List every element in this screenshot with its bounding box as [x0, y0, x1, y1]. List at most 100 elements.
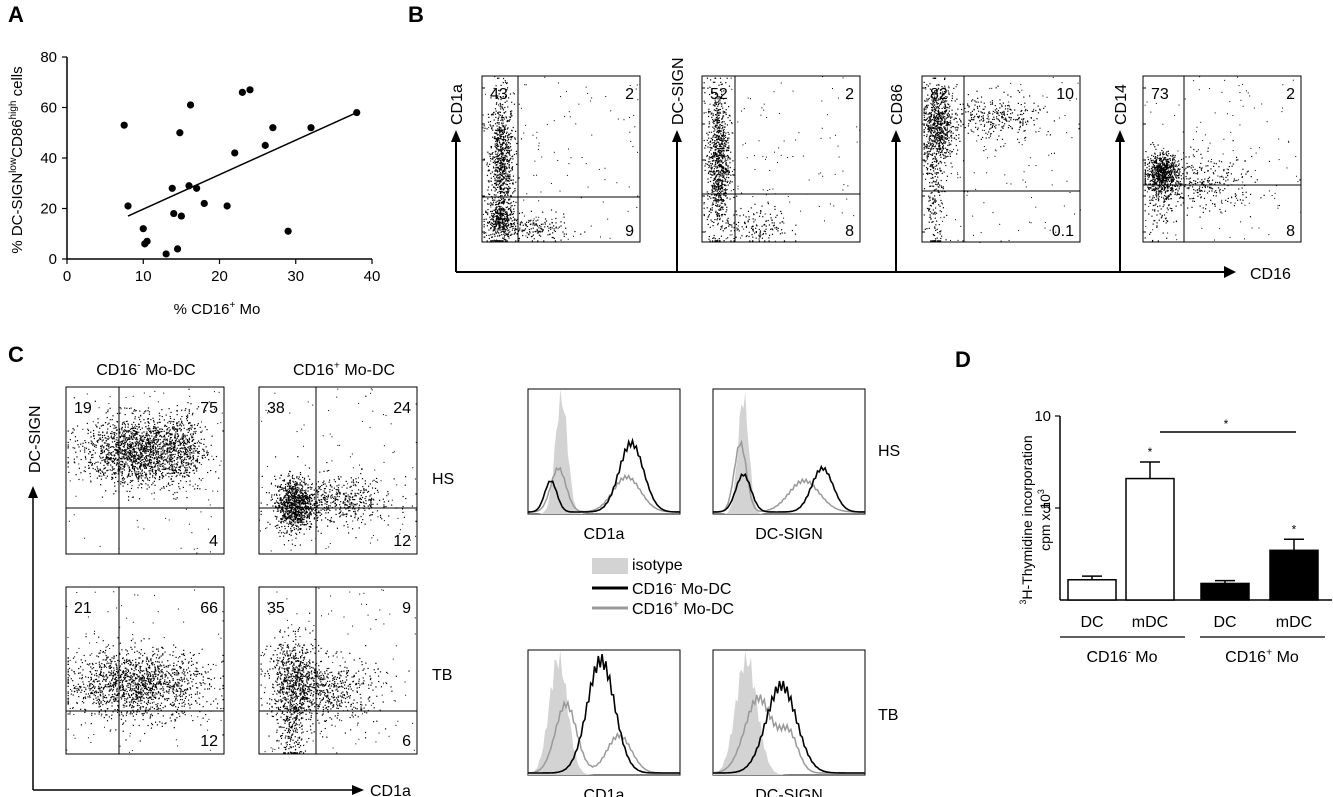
panel-a-x-tick-label: 30: [287, 268, 304, 285]
panel-b-dot-cloud: [922, 76, 1081, 243]
panel-label-b: B: [408, 2, 424, 27]
panel-b-y-axis-label: CD14: [1113, 84, 1130, 125]
panel-a-y-tick-label: 20: [40, 201, 57, 218]
panel-c-dot-cloud: [66, 589, 224, 753]
panel-c-legend-label: isotype: [632, 557, 683, 574]
panel-c-row-label: TB: [432, 667, 452, 684]
panel-c-plot-frame: [258, 386, 418, 555]
panel-a-data-point: [168, 184, 176, 192]
panel-d-comparison-star: *: [1224, 417, 1229, 431]
panel-b-quadrant-value: 82: [930, 86, 948, 103]
panel-c-histogram-isotype: [713, 650, 865, 775]
panel-d-bar-chart: 3H-Thymidine incorporation cpm x 103 5 10…: [1018, 408, 1332, 666]
panel-d-category-label: DC: [1080, 614, 1103, 631]
panel-c-histogram-cd16pos-line: [527, 466, 681, 513]
panel-d-y-tick-label: 10: [1034, 408, 1051, 425]
panel-a-data-point: [284, 227, 292, 235]
panel-b-plot-frame: [481, 75, 641, 243]
panel-c-quadrant-value: 12: [200, 733, 218, 750]
panel-a-y-tick-label: 0: [49, 251, 57, 268]
panel-c-histogram-cd16neg-line: [527, 437, 681, 513]
panel-a-data-point: [200, 199, 208, 208]
panel-a-data-point: [143, 237, 151, 245]
panel-b-quadrant-value: 9: [625, 223, 634, 240]
panel-b-quadrant-value: 2: [625, 86, 634, 103]
panel-c-legend-label: CD16+ Mo-DC: [632, 600, 734, 618]
panel-a-data-point: [269, 124, 277, 132]
panel-b-quadrant-value: 43: [490, 86, 508, 103]
panel-b-quadrant-value: 10: [1056, 86, 1074, 103]
panel-a-data-point: [186, 101, 195, 109]
panel-a-x-axis-label: % CD16+ Mo: [174, 300, 261, 318]
panel-c-quadrant-value: 19: [74, 400, 92, 417]
panel-a-axes: 0 10 20 30 40 0 20 40 60 80: [40, 49, 380, 285]
panel-c-y-axis-arrowhead: [28, 486, 38, 498]
panel-c-row-label: HS: [432, 471, 454, 488]
panel-c-quadrant-value: 38: [267, 400, 285, 417]
panel-b-dot-cloud: [703, 76, 861, 242]
panel-a-x-tick-label: 10: [135, 268, 152, 285]
panel-c-plot-frame: [258, 586, 418, 755]
panel-a-data-point: [223, 202, 231, 210]
panel-c-x-axis-label: CD1a: [370, 783, 411, 797]
panel-a-x-tick-label: 40: [364, 268, 381, 285]
panel-a-x-tick-label: 20: [211, 268, 228, 285]
panel-c-histogram-row-label: TB: [878, 707, 898, 724]
panel-a-data-point: [120, 121, 128, 129]
panel-c-legend-label: CD16- Mo-DC: [632, 580, 731, 598]
panel-c-histogram-cd16neg-line: [712, 464, 866, 513]
panel-c-histogram-x-label: DC-SIGN: [755, 787, 823, 797]
panel-d-category-label: mDC: [1132, 614, 1168, 631]
panel-c-quadrant-value: 9: [402, 600, 411, 617]
panel-a-scatter: 0 10 20 30 40 0 20 40 60 80 % CD16+ Mo % DC-SIGNl…: [8, 49, 380, 318]
panel-c-y-axis-label: DC-SIGN: [27, 405, 44, 473]
panel-b-quadrant-value: 52: [710, 86, 728, 103]
panel-a-data-point: [170, 209, 178, 218]
panel-b-x-axis-label: CD16: [1250, 266, 1291, 283]
panel-a-data-point: [231, 149, 239, 157]
panel-c-histogram-cd16pos-line: [712, 439, 866, 513]
panel-c-legend-swatch-isotype: [592, 558, 628, 574]
panel-c-histogram-isotype: [528, 650, 680, 775]
panel-a-points: [120, 86, 361, 258]
panel-c-column-header: CD16- Mo-DC: [96, 361, 195, 379]
panel-c-quadrant-value: 24: [393, 400, 411, 417]
panel-b-y-axis-arrowhead: [672, 130, 682, 142]
panel-b-y-axis-arrowhead: [1115, 130, 1125, 142]
panel-c-quadrant-value: 75: [200, 400, 218, 417]
panel-a-y-tick-label: 60: [40, 100, 57, 117]
panel-b-y-axis-arrowhead: [451, 130, 461, 142]
panel-b-plot-frame: [921, 75, 1081, 243]
panel-a-y-tick-label: 80: [40, 49, 57, 66]
panel-d-y-axis-label-line2: cpm x 103: [1036, 489, 1053, 551]
panel-label-c: C: [8, 342, 24, 367]
panel-a-trendline: [127, 111, 358, 217]
panel-b-quadrant-value: 73: [1151, 86, 1169, 103]
panel-c-histogram-isotype: [528, 389, 680, 514]
panel-c-dot-cloud: [260, 587, 416, 754]
panel-d-bar: [1067, 579, 1117, 601]
panel-c-dot-cloud: [259, 388, 417, 552]
panel-a-data-point: [139, 225, 147, 233]
panel-a-x-tick-label: 0: [63, 268, 71, 285]
panel-b-x-axis-arrowhead: [1224, 266, 1236, 278]
panel-b-quadrant-value: 8: [845, 223, 854, 240]
panel-d-category-label: mDC: [1276, 614, 1312, 631]
panel-c-quadrant-value: 12: [393, 533, 411, 550]
panel-a-data-point: [307, 124, 315, 132]
panel-label-a: A: [8, 2, 24, 27]
panel-c-histogram-cd16neg-line: [712, 680, 865, 774]
panel-d-significance-star: *: [1148, 445, 1153, 459]
panel-a-data-point: [177, 212, 185, 220]
panel-c-histogram-x-label: CD1a: [584, 787, 625, 797]
panel-c-histogram-isotype: [713, 392, 865, 514]
panel-a-data-point: [246, 86, 254, 94]
panel-b-y-axis-label: CD1a: [449, 84, 466, 125]
panel-d-group-label: CD16- Mo: [1086, 648, 1157, 666]
panel-d-bar: [1200, 582, 1250, 601]
panel-a-data-point: [238, 88, 246, 96]
panel-c-histogram-x-label: DC-SIGN: [755, 526, 823, 543]
panel-c-quadrant-value: 6: [402, 733, 411, 750]
